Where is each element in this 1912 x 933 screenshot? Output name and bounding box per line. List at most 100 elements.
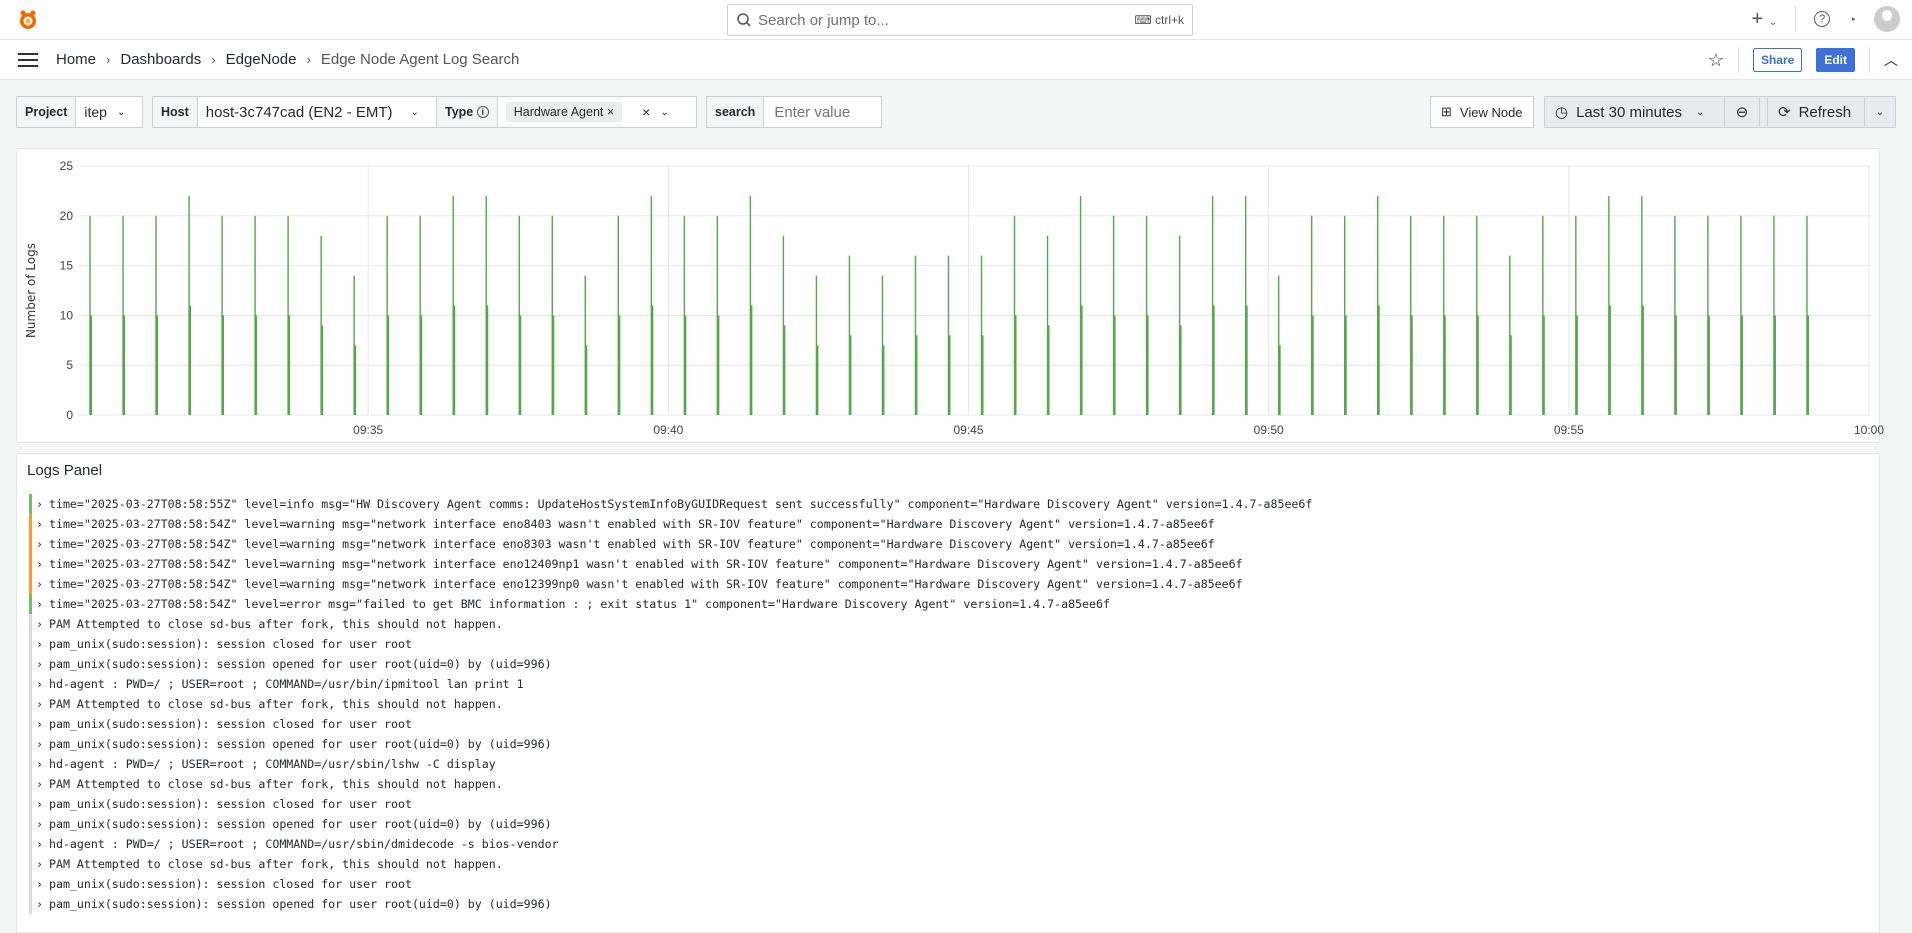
x-tick-label: 09:45: [953, 423, 983, 437]
host-variable[interactable]: Host host-3c747cad (EN2 - EMT) ⌄: [152, 96, 442, 128]
breadcrumb-edgenode[interactable]: EdgeNode: [225, 51, 297, 68]
bar: [1113, 315, 1116, 415]
breadcrumb-home[interactable]: Home: [56, 51, 97, 68]
news-rss-icon[interactable]: ◔: [1848, 11, 1856, 27]
clock-icon: ◷: [1555, 104, 1569, 121]
log-text: time="2025-03-27T08:58:55Z" level=info m…: [48, 497, 1313, 511]
view-node-button[interactable]: ⊞ View Node: [1430, 96, 1534, 128]
type-variable[interactable]: Type i Hardware Agent × × ⌄: [436, 96, 697, 128]
chevron-right-icon[interactable]: ›: [36, 817, 43, 831]
chevron-right-icon[interactable]: ›: [36, 877, 43, 891]
chevron-right-icon[interactable]: ›: [36, 737, 43, 751]
chevron-right-icon[interactable]: ›: [36, 497, 43, 511]
log-line[interactable]: › pam_unix(sudo:session): session closed …: [29, 874, 412, 894]
project-variable[interactable]: Project itep ⌄: [16, 96, 143, 128]
user-avatar-icon[interactable]: [1874, 6, 1900, 32]
bar: [1575, 215, 1577, 415]
bar: [783, 325, 786, 415]
chevron-right-icon[interactable]: ›: [36, 717, 43, 731]
search-value-input[interactable]: [764, 97, 875, 127]
log-line[interactable]: › pam_unix(sudo:session): session closed …: [29, 634, 412, 654]
search-label: search: [707, 97, 765, 127]
chevron-down-icon: ⌄: [116, 106, 126, 118]
log-line[interactable]: › pam_unix(sudo:session): session opened …: [29, 894, 552, 914]
refresh-button[interactable]: ⟳ Refresh: [1767, 96, 1877, 128]
log-line[interactable]: › hd-agent : PWD=/ ; USER=root ; COMMAND=…: [29, 834, 559, 854]
bar: [486, 305, 489, 415]
search-input[interactable]: Search or jump to... ⌨ ctrl+k: [727, 4, 1193, 36]
refresh-interval-dropdown[interactable]: ⌄: [1864, 96, 1896, 128]
chevron-right-icon[interactable]: ›: [36, 777, 43, 791]
log-line[interactable]: › time="2025-03-27T08:58:54Z" level=warni…: [29, 574, 1243, 594]
chevron-right-icon[interactable]: ›: [36, 577, 43, 591]
help-icon[interactable]: ?: [1814, 11, 1831, 27]
plus-icon[interactable]: + ⌄: [1751, 7, 1778, 30]
breadcrumb-dashboards[interactable]: Dashboards: [120, 51, 202, 68]
chevron-right-icon[interactable]: ›: [36, 757, 43, 771]
log-line[interactable]: › pam_unix(sudo:session): session closed …: [29, 794, 412, 814]
chevron-right-icon: ›: [306, 52, 311, 67]
log-text: pam_unix(sudo:session): session closed f…: [48, 717, 412, 731]
bar: [849, 335, 852, 415]
edit-button[interactable]: Edit: [1816, 48, 1855, 72]
log-line[interactable]: › time="2025-03-27T08:58:54Z" level=warni…: [29, 554, 1243, 574]
log-line[interactable]: › hd-agent : PWD=/ ; USER=root ; COMMAND=…: [29, 674, 524, 694]
bar: [1179, 325, 1182, 415]
breadcrumb-bar: Home › Dashboards › EdgeNode › Edge Node Ag…: [0, 40, 1912, 80]
remove-chip-icon[interactable]: ×: [606, 105, 615, 119]
y-tick-label: 20: [60, 209, 74, 223]
zoom-out-button[interactable]: ⊖: [1724, 96, 1760, 128]
grid-icon: ⊞: [1441, 104, 1452, 119]
bar: [882, 345, 885, 415]
chevron-right-icon[interactable]: ›: [36, 637, 43, 651]
log-line[interactable]: › time="2025-03-27T08:58:55Z" level=info …: [29, 494, 1312, 514]
log-line[interactable]: › PAM Attempted to close sd-bus after for…: [29, 694, 503, 714]
log-line[interactable]: › hd-agent : PWD=/ ; USER=root ; COMMAND=…: [29, 754, 496, 774]
log-line[interactable]: › time="2025-03-27T08:58:54Z" level=error…: [29, 594, 1110, 614]
log-text: hd-agent : PWD=/ ; USER=root ; COMMAND=/…: [48, 677, 524, 691]
log-line[interactable]: › pam_unix(sudo:session): session closed …: [29, 714, 412, 734]
log-line[interactable]: › time="2025-03-27T08:58:54Z" level=warni…: [29, 514, 1215, 534]
chevron-right-icon[interactable]: ›: [36, 517, 43, 531]
chevron-right-icon[interactable]: ›: [36, 837, 43, 851]
search-placeholder: Search or jump to...: [758, 11, 889, 29]
grafana-logo-icon[interactable]: [16, 8, 40, 32]
log-text: time="2025-03-27T08:58:54Z" level=warnin…: [48, 557, 1243, 571]
chevron-right-icon[interactable]: ›: [36, 537, 43, 551]
log-line[interactable]: › PAM Attempted to close sd-bus after for…: [29, 614, 503, 634]
chevron-right-icon[interactable]: ›: [36, 897, 43, 911]
logs-panel-title: Logs Panel: [27, 462, 103, 479]
bar: [156, 315, 159, 415]
chevron-right-icon[interactable]: ›: [36, 657, 43, 671]
log-text: PAM Attempted to close sd-bus after fork…: [48, 697, 503, 711]
chevron-right-icon[interactable]: ›: [36, 597, 43, 611]
y-tick-label: 5: [66, 358, 73, 372]
chevron-right-icon[interactable]: ›: [36, 557, 43, 571]
log-text: PAM Attempted to close sd-bus after fork…: [48, 777, 503, 791]
clear-icon[interactable]: ×: [642, 104, 651, 120]
log-line[interactable]: › pam_unix(sudo:session): session opened …: [29, 734, 552, 754]
log-line[interactable]: › time="2025-03-27T08:58:54Z" level=warni…: [29, 534, 1215, 554]
chevron-right-icon[interactable]: ›: [36, 677, 43, 691]
chevron-up-icon[interactable]: ︿: [1884, 52, 1898, 68]
log-text: time="2025-03-27T08:58:54Z" level=warnin…: [48, 517, 1215, 531]
chevron-right-icon[interactable]: ›: [36, 857, 43, 871]
log-line[interactable]: › pam_unix(sudo:session): session opened …: [29, 814, 552, 834]
share-button[interactable]: Share: [1752, 48, 1803, 72]
star-icon[interactable]: ☆: [1707, 49, 1724, 70]
menu-icon[interactable]: [18, 52, 38, 67]
log-text: time="2025-03-27T08:58:54Z" level=warnin…: [48, 537, 1215, 551]
bar: [1641, 195, 1643, 415]
log-line[interactable]: › PAM Attempted to close sd-bus after for…: [29, 854, 503, 874]
y-tick-label: 0: [66, 408, 73, 422]
chevron-right-icon[interactable]: ›: [36, 797, 43, 811]
log-line[interactable]: › pam_unix(sudo:session): session opened …: [29, 654, 552, 674]
bar: [1542, 315, 1545, 415]
log-line[interactable]: › PAM Attempted to close sd-bus after for…: [29, 774, 503, 794]
chevron-right-icon[interactable]: ›: [36, 617, 43, 631]
x-tick-label: 09:55: [1554, 423, 1584, 437]
bar: [1509, 255, 1511, 415]
bar: [651, 305, 654, 415]
refresh-icon: ⟳: [1778, 104, 1791, 121]
chevron-right-icon[interactable]: ›: [36, 697, 43, 711]
